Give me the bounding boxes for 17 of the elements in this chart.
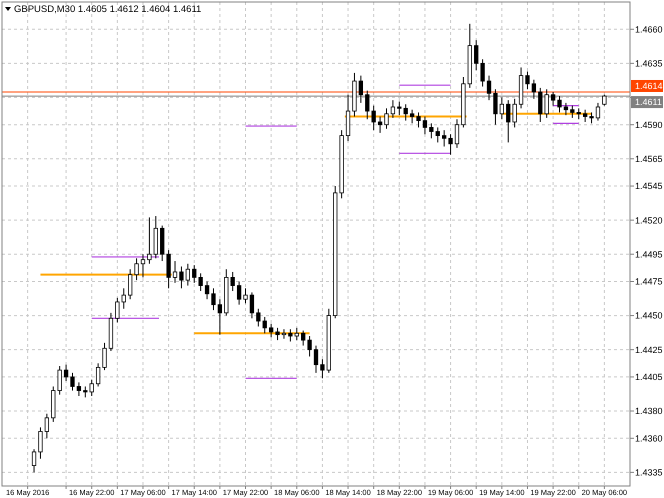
y-tick-label: 1.4335 — [635, 468, 663, 478]
y-tick-label: 1.4495 — [635, 249, 663, 260]
y-tick-label: 1.4425 — [635, 344, 663, 355]
y-tick-label: 1.4660 — [635, 24, 663, 34]
y-tick-label: 1.4360 — [635, 433, 663, 444]
y-tick-label: 1.4450 — [635, 310, 663, 321]
y-tick-label: 1.4635 — [635, 58, 663, 68]
chart-title: GBPUSD,M30 1.4605 1.4612 1.4604 1.4611 — [14, 4, 202, 15]
y-tick-label: 1.4520 — [635, 215, 663, 226]
y-tick-label: 1.4545 — [635, 181, 663, 192]
y-tick-label: 1.4565 — [635, 154, 663, 164]
y-tick-label: 1.4475 — [635, 276, 663, 287]
y-tick-label: 1.4405 — [635, 372, 663, 382]
ref-line-label: 1.4611 — [635, 97, 662, 108]
y-tick-label: 1.4590 — [635, 120, 663, 130]
y-tick-label: 1.4380 — [635, 406, 663, 416]
ref-line-label: 1.4614 — [635, 81, 663, 92]
